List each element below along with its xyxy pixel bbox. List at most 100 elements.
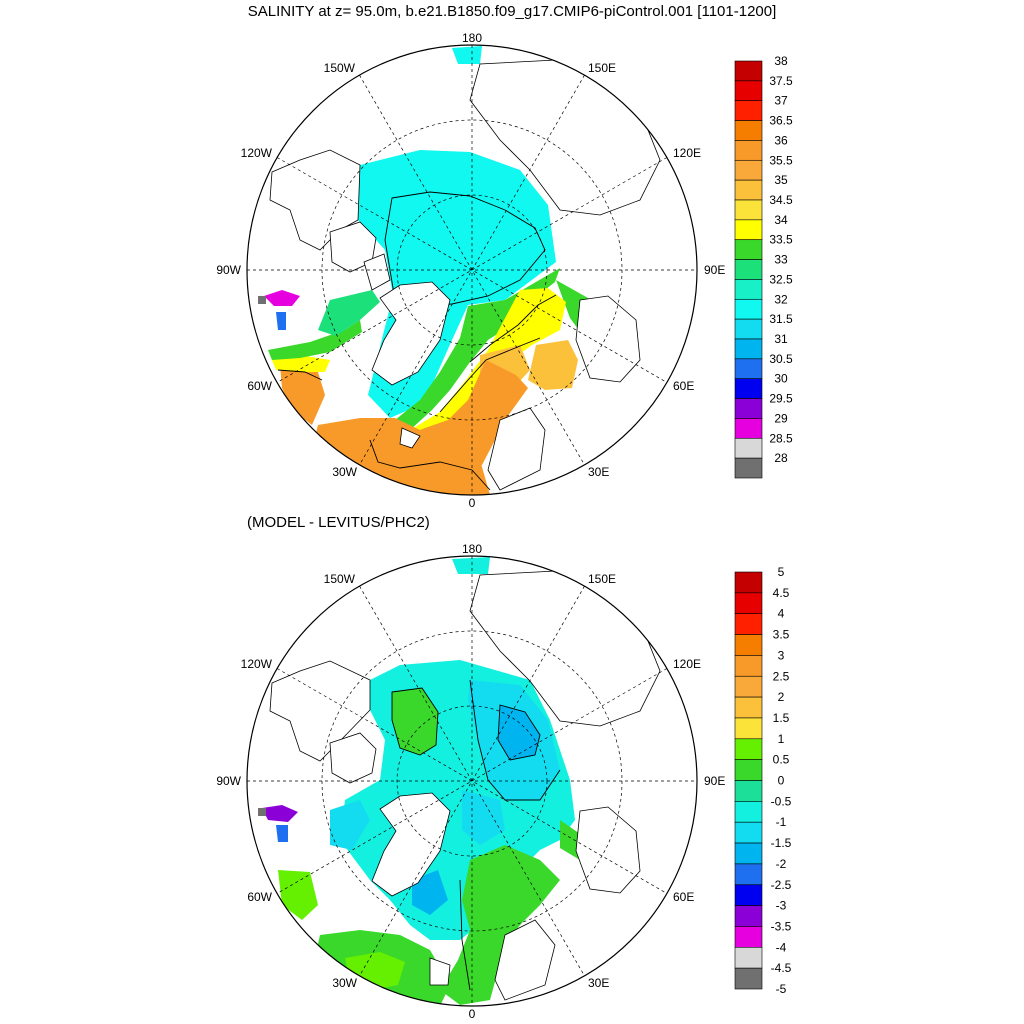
contour-33-5 bbox=[469, 294, 557, 363]
salinity-colorbar-label: 28 bbox=[774, 451, 788, 465]
label-180: 180 bbox=[462, 31, 482, 45]
greenland bbox=[371, 281, 451, 386]
salinity-colorbar-label: 28.5 bbox=[769, 431, 793, 445]
difference-colorbar-swatch bbox=[734, 905, 763, 927]
contour-diff-nordic bbox=[459, 879, 471, 991]
label-120w-bottom: 120W bbox=[241, 657, 273, 671]
difference-colorbar-label: -4 bbox=[776, 940, 787, 954]
salinity-colorbar-swatch bbox=[734, 179, 763, 201]
region-bering-strait bbox=[452, 46, 482, 64]
russia-north-bottom bbox=[575, 806, 641, 894]
salinity-colorbar-swatch bbox=[734, 239, 763, 260]
salinity-colorbar-swatch bbox=[734, 318, 763, 340]
region-hudson-magenta bbox=[264, 290, 300, 306]
label-150e: 150E bbox=[588, 61, 616, 75]
region-diff-hudson-purple bbox=[262, 805, 298, 822]
difference-colorbar-label: -2 bbox=[776, 857, 787, 871]
label-120e-bottom: 120E bbox=[673, 657, 701, 671]
region-diff-light-blue-central bbox=[462, 790, 505, 845]
salinity-colorbar-swatch bbox=[734, 437, 763, 459]
label-30e: 30E bbox=[588, 465, 609, 479]
salinity-colorbar-label: 34.5 bbox=[769, 193, 793, 207]
region-light-orange-barents bbox=[528, 340, 578, 390]
scandinavia-bottom bbox=[494, 919, 556, 1001]
map-boundary-bottom bbox=[246, 555, 698, 1007]
difference-colorbar-swatch bbox=[734, 821, 763, 844]
difference-colorbar-label: -3 bbox=[776, 899, 787, 913]
difference-colorbar-label: 3.5 bbox=[773, 628, 790, 642]
difference-map: 180 0 90W 90E 150W 150E 120W 120E 60W 60… bbox=[216, 542, 725, 1021]
label-60w-bottom: 60W bbox=[247, 890, 272, 904]
difference-colorbar-swatch bbox=[734, 884, 763, 906]
contour-diff-minus-1 bbox=[497, 704, 541, 761]
salinity-colorbar-swatch bbox=[734, 259, 763, 280]
difference-colorbar-label: 0 bbox=[778, 774, 785, 788]
difference-colorbar-swatch bbox=[734, 738, 763, 760]
difference-colorbar-swatch bbox=[734, 967, 763, 990]
region-green-labrador bbox=[268, 320, 362, 360]
difference-colorbar-label: -3.5 bbox=[771, 919, 792, 933]
label-30e-bottom: 30E bbox=[588, 976, 609, 990]
difference-colorbar-swatch bbox=[734, 780, 763, 802]
salinity-colorbar-swatch bbox=[734, 199, 763, 221]
contour-diff-minus-0-5 bbox=[469, 679, 561, 801]
contour-32 bbox=[384, 191, 546, 307]
salinity-colorbar-label: 31.5 bbox=[769, 312, 793, 326]
difference-colorbar-swatch bbox=[734, 842, 763, 865]
label-150e-bottom: 150E bbox=[588, 572, 616, 586]
difference-colorbar-swatch bbox=[734, 634, 763, 656]
greenland-bottom bbox=[371, 792, 451, 897]
region-diff-hudson-gray bbox=[258, 808, 266, 816]
salinity-colorbar-swatch bbox=[734, 418, 763, 439]
graticule-top bbox=[247, 45, 697, 495]
salinity-colorbar-label: 35 bbox=[774, 173, 788, 187]
label-60e: 60E bbox=[673, 379, 694, 393]
difference-field bbox=[258, 557, 661, 1006]
label-30w: 30W bbox=[332, 465, 357, 479]
contour-labrador bbox=[277, 369, 323, 381]
region-yellow-labrador bbox=[270, 355, 330, 372]
difference-colorbar-label: 4.5 bbox=[773, 586, 790, 600]
salinity-colorbar-label: 32 bbox=[774, 292, 788, 306]
coastlines-bottom bbox=[269, 570, 661, 1001]
difference-colorbar-swatch bbox=[734, 717, 763, 740]
label-90e-bottom: 90E bbox=[704, 774, 725, 788]
difference-colorbar-swatch bbox=[734, 946, 763, 969]
difference-colorbar-swatch bbox=[734, 696, 763, 719]
salinity-colorbar-swatch bbox=[734, 80, 763, 102]
map-labels-bottom: 180 0 90W 90E 150W 150E 120W 120E 60W 60… bbox=[216, 542, 725, 1021]
salinity-colorbar-swatch bbox=[734, 60, 763, 82]
difference-colorbar-label: 2.5 bbox=[773, 669, 790, 683]
difference-colorbar-label: 1.5 bbox=[773, 711, 790, 725]
contour-diff-0 bbox=[391, 687, 439, 756]
difference-colorbar-swatch bbox=[734, 571, 763, 594]
salinity-colorbar-label: 37 bbox=[774, 94, 788, 108]
region-hudson-gray bbox=[258, 296, 266, 304]
region-diff-baffin bbox=[330, 800, 370, 850]
label-90e: 90E bbox=[704, 263, 725, 277]
label-150w-bottom: 150W bbox=[324, 572, 356, 586]
salinity-map: 180 0 90W 90E 150W 150E 120W 120E 60W 60… bbox=[216, 31, 725, 510]
label-120e: 120E bbox=[673, 146, 701, 160]
label-60e-bottom: 60E bbox=[673, 890, 694, 904]
difference-colorbar-swatch bbox=[734, 801, 763, 823]
salinity-colorbar-label: 34 bbox=[774, 213, 788, 227]
salinity-colorbar-label: 35.5 bbox=[769, 153, 793, 167]
salinity-colorbar-swatch bbox=[734, 120, 763, 141]
salinity-colorbar-swatch bbox=[734, 358, 763, 380]
region-diff-blue bbox=[498, 705, 540, 760]
difference-colorbar-label: 5 bbox=[778, 565, 785, 579]
canadian-archipelago-2 bbox=[363, 253, 391, 291]
salinity-colorbar-label: 38 bbox=[774, 54, 788, 68]
region-diff-lime-labrador bbox=[278, 870, 318, 920]
label-120w: 120W bbox=[241, 146, 273, 160]
salinity-colorbar-label: 29 bbox=[774, 411, 788, 425]
difference-title: (MODEL - LEVITUS/PHC2) bbox=[247, 514, 430, 531]
salinity-colorbar-swatch bbox=[734, 338, 763, 360]
salinity-colorbar-label: 31 bbox=[774, 332, 788, 346]
graticule-bottom bbox=[247, 556, 697, 1006]
salinity-colorbar-swatch bbox=[734, 457, 763, 479]
difference-colorbar-label: -1.5 bbox=[771, 836, 792, 850]
region-diff-green-blob bbox=[392, 688, 438, 755]
